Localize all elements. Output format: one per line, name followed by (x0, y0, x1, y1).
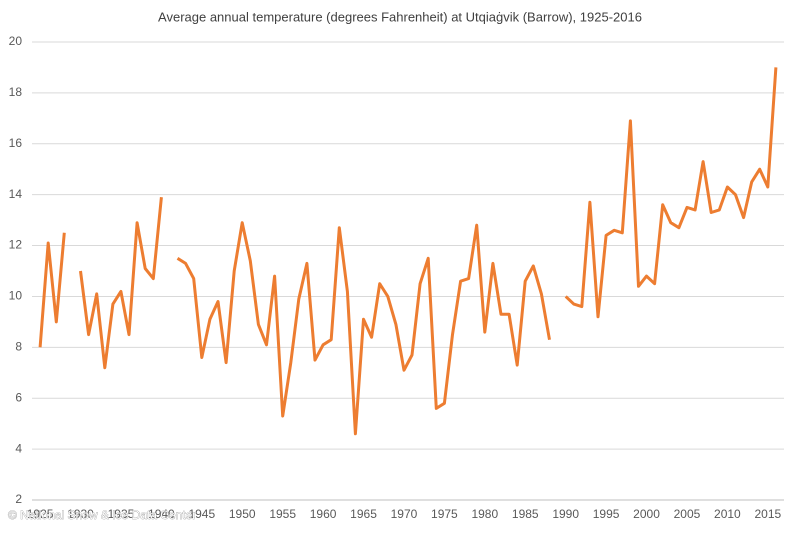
x-tick-label: 2015 (754, 507, 781, 521)
y-tick-label: 14 (9, 187, 23, 201)
x-tick-label: 1935 (108, 507, 135, 521)
credit: © National Snow & Ice Data Center (8, 508, 196, 522)
y-tick-label: 16 (9, 136, 23, 150)
x-tick-label: 1990 (552, 507, 579, 521)
y-tick-label: 18 (9, 85, 23, 99)
y-tick-label: 12 (9, 238, 23, 252)
x-tick-label: 1950 (229, 507, 256, 521)
x-tick-label: 1970 (391, 507, 418, 521)
chart-title: Average annual temperature (degrees Fahr… (158, 9, 642, 24)
grid (32, 41, 784, 501)
y-tick-label: 6 (15, 390, 22, 404)
labels: 2 4 6 8 10 12 14 16 18 20 1925 1930 1935 1940 1945 1950… (9, 34, 782, 521)
x-tick-label: 1980 (471, 507, 498, 521)
data-line (38, 67, 778, 436)
x-tick-label: 1975 (431, 507, 458, 521)
x-tick-label: 1930 (67, 507, 94, 521)
x-tick-label: 1955 (269, 507, 296, 521)
x-tick-label: 1960 (310, 507, 337, 521)
y-tick-label: 2 (15, 492, 22, 506)
marks (38, 67, 778, 436)
x-tick-label: 1940 (148, 507, 175, 521)
x-tick-label: 1925 (27, 507, 54, 521)
x-tick-label: 2000 (633, 507, 660, 521)
x-tick-label: 1985 (512, 507, 539, 521)
x-tick-label: 2010 (714, 507, 741, 521)
y-tick-label: 10 (9, 289, 23, 303)
y-tick-label: 8 (15, 340, 22, 354)
x-tick-label: 1965 (350, 507, 377, 521)
x-tick-label: 2005 (674, 507, 701, 521)
y-tick-label: 4 (15, 441, 22, 455)
y-tick-label: 20 (9, 34, 23, 48)
x-tick-label: 1945 (188, 507, 215, 521)
x-tick-label: 1995 (593, 507, 620, 521)
